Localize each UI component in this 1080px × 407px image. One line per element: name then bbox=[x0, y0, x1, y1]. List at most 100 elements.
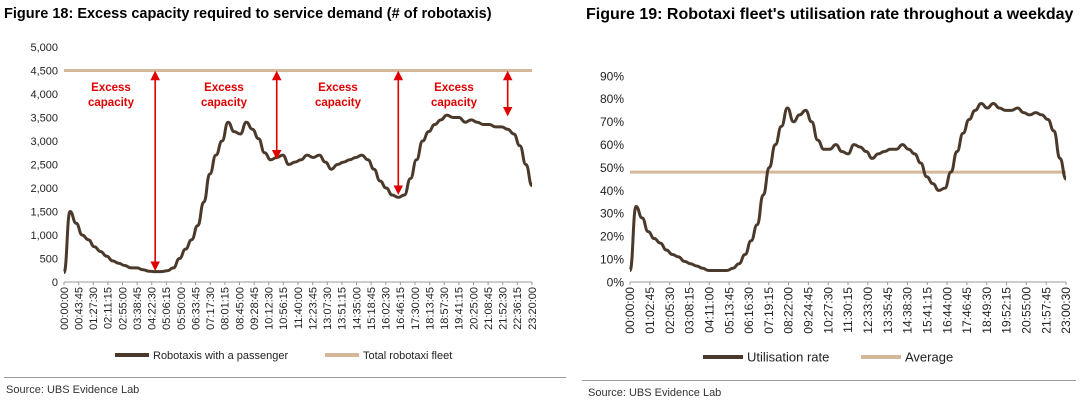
x-tick-label: 01:27:30 bbox=[88, 287, 100, 330]
annotation-label: Excess bbox=[434, 82, 474, 94]
x-tick-label: 01:02:45 bbox=[643, 287, 657, 334]
x-tick-label: 21:08:45 bbox=[483, 287, 495, 330]
x-tick-label: 05:50:00 bbox=[176, 287, 188, 330]
x-tick-label: 08:45:00 bbox=[234, 287, 246, 330]
annotation-label: capacity bbox=[431, 97, 478, 109]
x-tick-label: 06:16:30 bbox=[742, 287, 756, 334]
x-tick-label: 00:43:45 bbox=[73, 287, 85, 330]
y-tick-label: 1,500 bbox=[30, 206, 58, 218]
figure-18-source: Source: UBS Evidence Lab bbox=[6, 384, 140, 396]
x-tick-label: 16:02:30 bbox=[381, 287, 393, 330]
x-tick-label: 02:55:00 bbox=[117, 287, 129, 330]
y-tick-label: 60% bbox=[600, 138, 624, 152]
x-tick-label: 02:05:30 bbox=[663, 287, 677, 334]
x-tick-label: 08:01:15 bbox=[220, 287, 232, 330]
x-tick-label: 18:49:30 bbox=[980, 287, 994, 334]
figure-19-title: Figure 19: Robotaxi fleet's utilisation … bbox=[586, 6, 1074, 23]
annotation-label: Excess bbox=[204, 82, 244, 94]
x-tick-label: 23:00:30 bbox=[1059, 287, 1073, 334]
x-tick-label: 09:28:45 bbox=[249, 287, 261, 330]
x-tick-label: 07:19:15 bbox=[762, 287, 776, 334]
x-tick-label: 13:35:45 bbox=[881, 287, 895, 334]
annotation-label: Excess bbox=[318, 82, 358, 94]
x-tick-label: 09:24:45 bbox=[802, 287, 816, 334]
x-tick-label: 19:41:15 bbox=[454, 287, 466, 330]
y-tick-label: 3,500 bbox=[30, 112, 58, 124]
y-tick-label: 50% bbox=[600, 161, 624, 175]
figure-18-title: Figure 18: Excess capacity required to s… bbox=[4, 6, 492, 22]
x-tick-label: 10:12:30 bbox=[264, 287, 276, 330]
x-tick-label: 18:13:45 bbox=[424, 287, 436, 330]
figure-18-chart: 0 500 1,000 1,500 2,000 2,500 3,000 3,500 4,000 4… bbox=[30, 42, 539, 362]
x-tick-label: 22:36:15 bbox=[512, 287, 524, 330]
y-tick-label: 4,500 bbox=[30, 65, 58, 77]
x-tick-label: 10:27:30 bbox=[821, 287, 835, 334]
x-tick-label: 08:22:00 bbox=[782, 287, 796, 334]
y-tick-label: 70% bbox=[600, 115, 624, 129]
legend-label: Total robotaxi fleet bbox=[363, 350, 452, 362]
figure-19-panel: Figure 19: Robotaxi fleet's utilisation … bbox=[578, 0, 1080, 407]
y-tick-label: 0 bbox=[52, 277, 58, 289]
y-tick-label: 1,000 bbox=[30, 230, 58, 242]
legend-label: Average bbox=[905, 350, 953, 365]
x-tick-label: 03:38:45 bbox=[132, 287, 144, 330]
x-tick-label: 23:20:00 bbox=[527, 287, 539, 330]
annotation-label: Excess bbox=[91, 82, 131, 94]
annotation-label: capacity bbox=[88, 97, 135, 109]
y-tick-label: 3,000 bbox=[30, 136, 58, 148]
x-tick-label: 13:51:15 bbox=[337, 287, 349, 330]
x-tick-label: 06:33:45 bbox=[190, 287, 202, 330]
x-tick-label: 11:30:15 bbox=[841, 287, 855, 333]
figure-18-panel: Figure 18: Excess capacity required to s… bbox=[4, 6, 566, 396]
x-tick-label: 21:52:30 bbox=[498, 287, 510, 330]
y-tick-label: 500 bbox=[40, 253, 58, 265]
y-tick-label: 20% bbox=[600, 230, 624, 244]
x-tick-label: 19:52:15 bbox=[1000, 287, 1014, 334]
x-tick-label: 14:38:30 bbox=[901, 287, 915, 334]
x-tick-label: 00:00:00 bbox=[623, 287, 637, 334]
x-tick-label: 15:18:45 bbox=[366, 287, 378, 330]
series-line bbox=[628, 101, 1068, 273]
y-tick-label: 5,000 bbox=[30, 42, 58, 54]
x-tick-label: 03:08:15 bbox=[683, 287, 697, 334]
x-tick-label: 13:07:30 bbox=[322, 287, 334, 330]
figure-19-chart: 0% 10% 20% 30% 40% 50% 60% 70% 80% 90% 00:00:00 01:… bbox=[600, 69, 1073, 365]
x-tick-label: 05:06:15 bbox=[161, 287, 173, 330]
x-tick-label: 04:22:30 bbox=[147, 287, 159, 330]
x-tick-label: 04:11:00 bbox=[702, 287, 716, 333]
x-tick-label: 20:25:00 bbox=[468, 287, 480, 330]
y-tick-label: 2,500 bbox=[30, 159, 58, 171]
annotation-label: capacity bbox=[315, 97, 362, 109]
x-tick-label: 15:41:15 bbox=[920, 287, 934, 334]
x-tick-label: 12:23:45 bbox=[307, 287, 319, 330]
legend-label: Utilisation rate bbox=[747, 350, 829, 365]
legend-label: Robotaxis with a passenger bbox=[153, 350, 288, 362]
figure-18-divider bbox=[4, 377, 566, 378]
x-tick-label: 07:17:30 bbox=[205, 287, 217, 330]
y-tick-label: 0% bbox=[607, 275, 625, 289]
figure-19-divider bbox=[582, 380, 1076, 381]
y-tick-label: 30% bbox=[600, 207, 624, 221]
x-tick-label: 16:44:00 bbox=[940, 287, 954, 334]
x-tick-label: 11:40:00 bbox=[293, 287, 305, 329]
x-tick-label: 17:46:45 bbox=[960, 287, 974, 334]
x-tick-label: 16:46:15 bbox=[395, 287, 407, 330]
x-tick-label: 10:56:15 bbox=[278, 287, 290, 330]
x-tick-label: 17:30:00 bbox=[410, 287, 422, 330]
x-tick-label: 14:35:00 bbox=[351, 287, 363, 330]
series-line bbox=[62, 113, 534, 275]
y-tick-label: 80% bbox=[600, 92, 624, 106]
annotation-label: capacity bbox=[201, 97, 248, 109]
y-tick-label: 2,000 bbox=[30, 183, 58, 195]
y-tick-label: 90% bbox=[600, 69, 624, 83]
figure-19-source: Source: UBS Evidence Lab bbox=[588, 387, 722, 399]
y-tick-label: 4,000 bbox=[30, 89, 58, 101]
y-tick-label: 40% bbox=[600, 184, 624, 198]
x-tick-label: 12:33:00 bbox=[861, 287, 875, 334]
y-tick-label: 10% bbox=[600, 252, 624, 266]
x-tick-label: 05:13:45 bbox=[722, 287, 736, 334]
x-tick-label: 00:00:00 bbox=[59, 287, 71, 330]
x-tick-label: 21:57:45 bbox=[1039, 287, 1053, 334]
x-tick-label: 20:55:00 bbox=[1020, 287, 1034, 334]
x-tick-label: 18:57:30 bbox=[439, 287, 451, 330]
